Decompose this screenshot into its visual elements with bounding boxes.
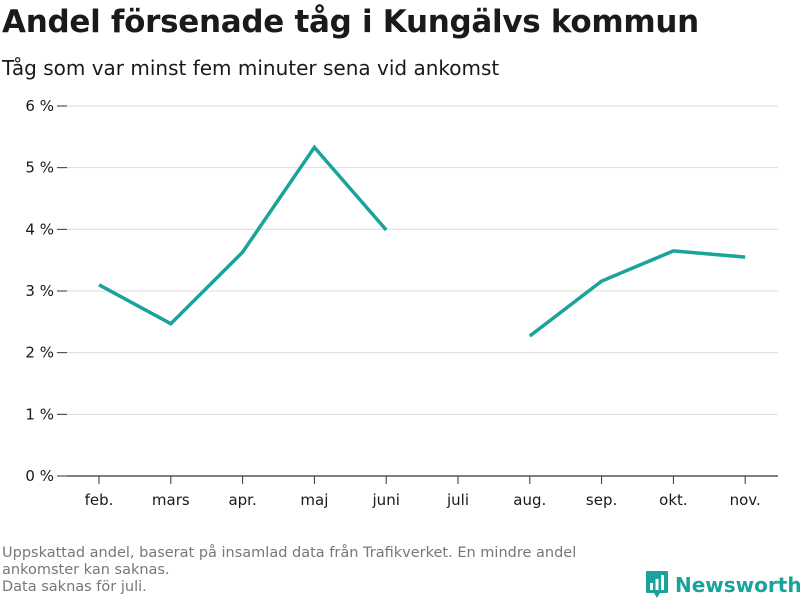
x-tick-label: apr. <box>228 491 256 509</box>
brand-name: Newsworthy <box>675 573 800 597</box>
line-chart: 0 % 1 % 2 % 3 % 4 % 5 % 6 % feb. mars apr. maj jun… <box>25 97 778 509</box>
y-tick-label: 5 % <box>25 159 54 177</box>
y-axis-tick-labels: 0 % 1 % 2 % 3 % 4 % 5 % 6 % <box>25 97 67 485</box>
x-tick-label: feb. <box>85 491 114 509</box>
footer-note-line-3: Data saknas för juli. <box>2 579 147 595</box>
x-tick-label: maj <box>300 491 328 509</box>
x-axis: feb. mars apr. maj juni juli aug. sep. okt. nov. <box>67 475 778 509</box>
y-tick-label: 0 % <box>25 467 54 485</box>
chart-title: Andel försenade tåg i Kungälvs kommun <box>2 4 699 40</box>
chart-subtitle: Tåg som var minst fem minuter sena vid a… <box>2 56 500 80</box>
x-tick-label: sep. <box>586 491 617 509</box>
grid-lines <box>67 105 778 415</box>
footer-note-line-1: Uppskattad andel, baserat på insamlad da… <box>2 545 577 561</box>
x-tick-label: juli <box>446 491 469 509</box>
footer-note-line-2: ankomster kan saknas. <box>2 562 170 578</box>
series-lines <box>98 144 746 338</box>
newsworthy-logo-icon <box>646 571 668 598</box>
x-tick-label: aug. <box>513 491 546 509</box>
series-line-segment <box>528 249 746 338</box>
x-tick-label: nov. <box>730 491 761 509</box>
x-tick-label: okt. <box>659 491 688 509</box>
series-line-segment <box>98 144 388 326</box>
brand-logo: Newsworthy <box>645 569 800 601</box>
x-tick-label: juni <box>372 491 400 509</box>
y-tick-label: 1 % <box>25 405 54 423</box>
x-tick-label: mars <box>152 491 190 509</box>
y-tick-label: 4 % <box>25 220 54 238</box>
footer-note: Uppskattad andel, baserat på insamlad da… <box>2 545 642 596</box>
y-tick-label: 3 % <box>25 282 54 300</box>
y-tick-label: 6 % <box>25 97 54 115</box>
y-tick-label: 2 % <box>25 344 54 362</box>
